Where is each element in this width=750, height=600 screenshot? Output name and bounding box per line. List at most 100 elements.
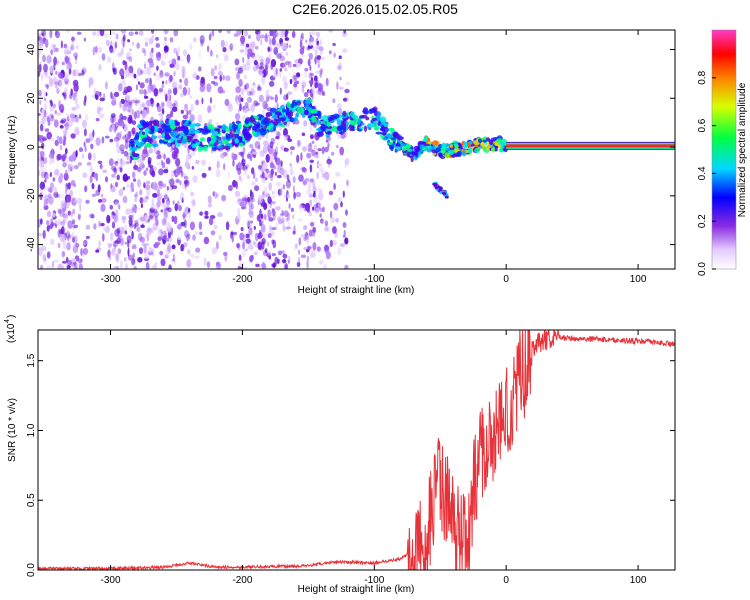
noise-speckle	[54, 109, 58, 115]
noise-speckle	[110, 31, 117, 36]
spectral-blob	[390, 145, 394, 152]
spectral-blob	[218, 139, 223, 145]
noise-speckle	[316, 246, 321, 252]
noise-speckle	[167, 89, 173, 95]
noise-speckle	[51, 260, 55, 269]
noise-speckle	[237, 207, 240, 217]
noise-speckle	[129, 187, 132, 193]
spectral-blob	[342, 110, 347, 117]
spectral-blob	[368, 108, 374, 115]
noise-speckle	[308, 72, 313, 79]
noise-speckle	[57, 60, 60, 64]
spectral-blob	[341, 120, 346, 127]
noise-speckle	[209, 97, 213, 104]
noise-speckle	[321, 46, 324, 54]
noise-speckle	[322, 264, 327, 269]
noise-speckle	[38, 40, 43, 49]
spectral-blob	[248, 116, 256, 123]
noise-speckle	[98, 220, 101, 228]
noise-speckle	[248, 199, 253, 207]
noise-speckle	[308, 44, 314, 49]
noise-speckle	[260, 213, 264, 219]
noise-speckle	[343, 30, 347, 34]
noise-speckle	[135, 191, 138, 196]
spectral-blob	[424, 135, 429, 139]
noise-speckle	[284, 37, 290, 41]
spectral-blob	[274, 111, 282, 116]
noise-speckle	[245, 248, 248, 252]
spectral-blob	[290, 103, 295, 109]
noise-speckle	[192, 72, 198, 79]
noise-speckle	[46, 55, 52, 64]
noise-speckle	[83, 141, 86, 147]
spectral-blob	[480, 142, 485, 147]
noise-speckle	[282, 43, 288, 50]
noise-speckle	[314, 48, 318, 58]
noise-speckle	[161, 84, 165, 89]
noise-speckle	[117, 147, 123, 154]
spectral-blob	[177, 126, 183, 132]
noise-speckle	[332, 226, 337, 234]
noise-speckle	[236, 30, 242, 36]
noise-speckle	[184, 107, 189, 112]
noise-speckle	[283, 147, 289, 152]
spectral-blob	[368, 122, 375, 128]
noise-speckle	[74, 55, 78, 60]
noise-speckle	[247, 244, 253, 250]
noise-speckle	[312, 179, 315, 188]
y-tick-label: 1.5	[26, 353, 37, 367]
noise-speckle	[69, 113, 75, 119]
noise-speckle	[176, 46, 181, 54]
noise-speckle	[174, 144, 177, 152]
noise-speckle	[225, 75, 231, 81]
noise-speckle	[133, 265, 137, 269]
noise-speckle	[143, 197, 148, 203]
noise-speckle	[267, 47, 271, 52]
noise-speckle	[294, 74, 297, 82]
noise-speckle	[127, 240, 130, 249]
noise-speckle	[64, 132, 67, 137]
noise-speckle	[133, 111, 137, 120]
noise-speckle	[262, 145, 268, 154]
noise-speckle	[165, 157, 171, 165]
noise-speckle	[54, 168, 60, 175]
noise-speckle	[191, 199, 195, 206]
noise-speckle	[259, 73, 264, 77]
spectral-blob	[456, 150, 462, 157]
noise-speckle	[270, 161, 274, 166]
noise-speckle	[111, 214, 114, 218]
noise-speckle	[142, 109, 148, 116]
noise-speckle	[75, 116, 79, 123]
noise-speckle	[167, 230, 171, 239]
noise-speckle	[162, 183, 167, 188]
noise-speckle	[272, 262, 276, 269]
noise-speckle	[122, 218, 126, 224]
spectral-blob	[175, 121, 181, 126]
noise-speckle	[155, 51, 162, 58]
noise-speckle	[324, 226, 329, 232]
noise-speckle	[53, 259, 59, 263]
noise-speckle	[194, 231, 198, 235]
spectral-blob	[216, 145, 223, 149]
noise-speckle	[294, 80, 300, 85]
noise-speckle	[269, 141, 274, 149]
noise-speckle	[285, 52, 289, 56]
noise-speckle	[241, 154, 245, 160]
noise-speckle	[102, 233, 105, 242]
noise-speckle	[275, 145, 279, 153]
noise-speckle	[169, 178, 175, 187]
noise-speckle	[149, 77, 152, 87]
noise-speckle	[42, 89, 46, 99]
noise-speckle	[133, 178, 137, 182]
noise-speckle	[121, 122, 125, 127]
noise-speckle	[212, 104, 216, 110]
y-tick-label: 0.5	[26, 493, 37, 507]
spectral-blob	[301, 113, 306, 118]
noise-speckle	[197, 114, 203, 124]
x-tick-label: -200	[232, 274, 252, 285]
spectral-blob	[150, 125, 155, 133]
noise-speckle	[93, 223, 97, 230]
noise-speckle	[168, 264, 172, 269]
noise-speckle	[95, 137, 101, 146]
noise-speckle	[51, 148, 54, 158]
